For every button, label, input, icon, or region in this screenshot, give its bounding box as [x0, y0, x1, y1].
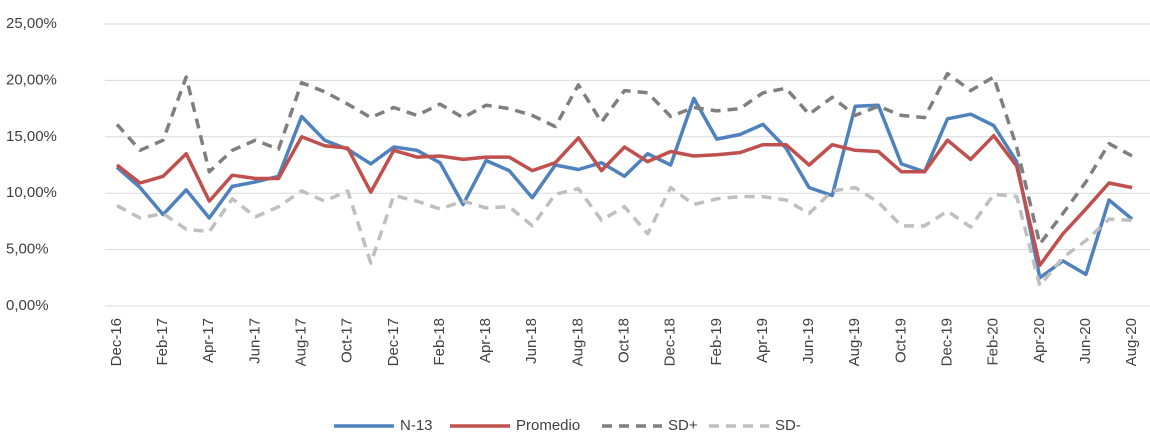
x-tick-label: Jun-19 — [800, 318, 817, 364]
x-tick-label: Feb-19 — [708, 318, 725, 366]
x-tick-label: Apr-17 — [200, 318, 217, 363]
x-tick-label: Apr-19 — [754, 318, 771, 363]
legend-label: N-13 — [400, 417, 433, 434]
y-tick-label: 20,00% — [6, 71, 57, 88]
x-tick-label: Dec-18 — [662, 318, 679, 366]
x-tick-label: Dec-17 — [385, 318, 402, 366]
x-tick-label: Dec-16 — [108, 318, 125, 366]
y-tick-label: 15,00% — [6, 128, 57, 145]
series-line — [116, 185, 1133, 288]
y-tick-label: 25,00% — [6, 15, 57, 32]
x-tick-label: Jun-20 — [1077, 318, 1094, 364]
x-tick-label: Aug-18 — [569, 318, 586, 366]
x-tick-label: Aug-19 — [846, 318, 863, 366]
legend-label: Promedio — [516, 417, 580, 434]
series-line — [115, 96, 1134, 280]
legend-label: SD- — [775, 417, 801, 434]
x-tick-label: Aug-17 — [293, 318, 310, 366]
x-tick-label: Apr-18 — [477, 318, 494, 363]
y-tick-label: 5,00% — [6, 241, 49, 258]
x-tick-label: Feb-20 — [985, 318, 1002, 366]
x-tick-label: Apr-20 — [1031, 318, 1048, 363]
x-tick-label: Jun-17 — [246, 318, 263, 364]
x-tick-label: Feb-17 — [154, 318, 171, 366]
y-tick-label: 10,00% — [6, 184, 57, 201]
x-tick-label: Aug-20 — [1123, 318, 1140, 366]
x-tick-label: Oct-19 — [892, 318, 909, 363]
x-tick-label: Feb-18 — [431, 318, 448, 366]
series-line — [115, 71, 1133, 246]
x-tick-label: Dec-19 — [938, 318, 955, 366]
x-tick-label: Jun-18 — [523, 318, 540, 364]
x-tick-label: Oct-17 — [339, 318, 356, 363]
series-line — [115, 133, 1133, 268]
y-tick-label: 0,00% — [6, 297, 49, 314]
legend-label: SD+ — [668, 417, 698, 434]
x-tick-label: Oct-18 — [616, 318, 633, 363]
